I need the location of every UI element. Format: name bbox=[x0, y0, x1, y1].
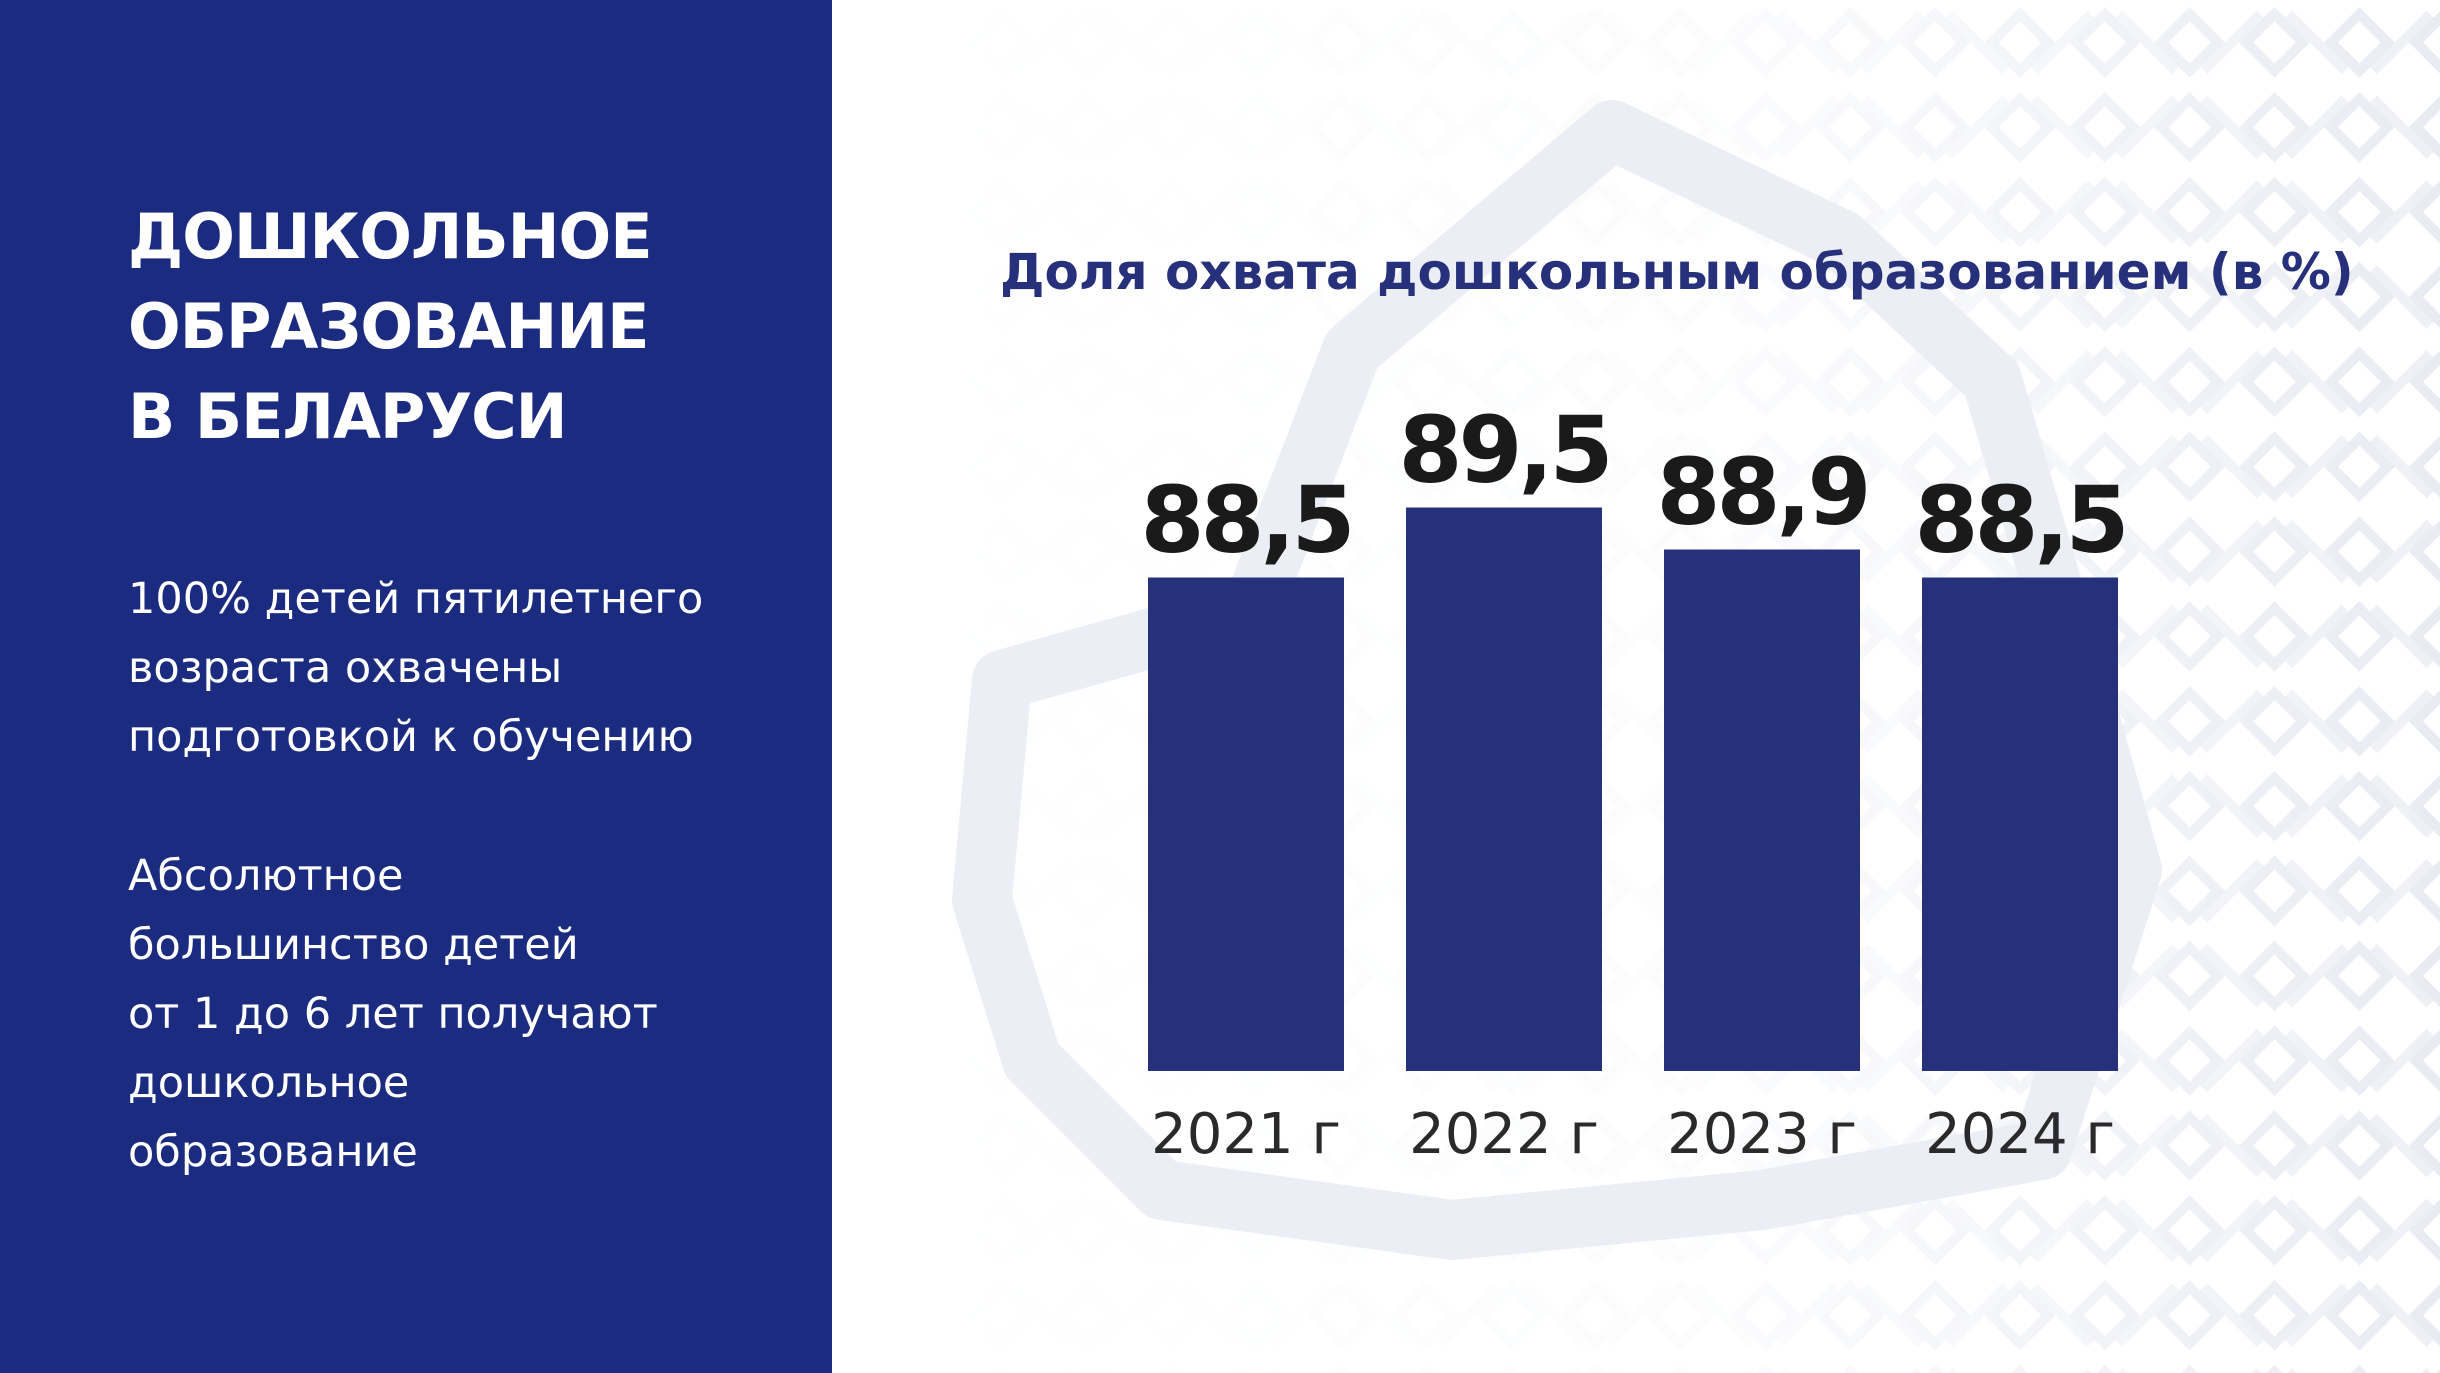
paragraph-line: подготовкой к обучению bbox=[128, 712, 694, 762]
category-label: 2022 г bbox=[1409, 1102, 1599, 1167]
heading-line: ДОШКОЛЬНОЕ bbox=[128, 200, 653, 273]
value-label: 89,5 bbox=[1399, 397, 1610, 504]
heading-line: В БЕЛАРУСИ bbox=[128, 380, 568, 453]
chart-area: Доля охвата дошкольным образованием (в %… bbox=[832, 0, 2440, 1373]
paragraph-readiness: 100% детей пятилетнего возраста охвачены… bbox=[128, 565, 818, 772]
value-label: 88,5 bbox=[1915, 467, 2126, 574]
chart-title: Доля охвата дошкольным образованием (в %… bbox=[1000, 243, 2354, 301]
paragraph-line: большинство детей bbox=[128, 920, 579, 970]
heading-line: ОБРАЗОВАНИЕ bbox=[128, 290, 650, 363]
left-panel: ДОШКОЛЬНОЕ ОБРАЗОВАНИЕ В БЕЛАРУСИ 100% д… bbox=[0, 0, 832, 1373]
map-outline bbox=[952, 100, 2162, 1260]
bar-3 bbox=[1664, 549, 1860, 1071]
category-label: 2023 г bbox=[1667, 1102, 1857, 1167]
paragraph-line: образование bbox=[128, 1127, 418, 1177]
bar-4 bbox=[1922, 577, 2118, 1071]
category-label: 2024 г bbox=[1925, 1102, 2115, 1167]
paragraph-line: дошкольное bbox=[128, 1058, 410, 1108]
value-label: 88,9 bbox=[1657, 439, 1868, 546]
paragraph-line: от 1 до 6 лет получают bbox=[128, 989, 658, 1039]
paragraph-line: Абсолютное bbox=[128, 851, 404, 901]
category-label: 2021 г bbox=[1151, 1102, 1341, 1167]
bar-1 bbox=[1148, 577, 1344, 1071]
paragraph-majority: Абсолютное большинство детей от 1 до 6 л… bbox=[128, 842, 818, 1187]
page-heading: ДОШКОЛЬНОЕ ОБРАЗОВАНИЕ В БЕЛАРУСИ bbox=[128, 192, 808, 462]
paragraph-line: 100% детей пятилетнего bbox=[128, 574, 704, 624]
paragraph-line: возраста охвачены bbox=[128, 643, 563, 693]
bar-2 bbox=[1406, 507, 1602, 1071]
ornament-background bbox=[832, 0, 2440, 1373]
value-label: 88,5 bbox=[1141, 467, 1352, 574]
